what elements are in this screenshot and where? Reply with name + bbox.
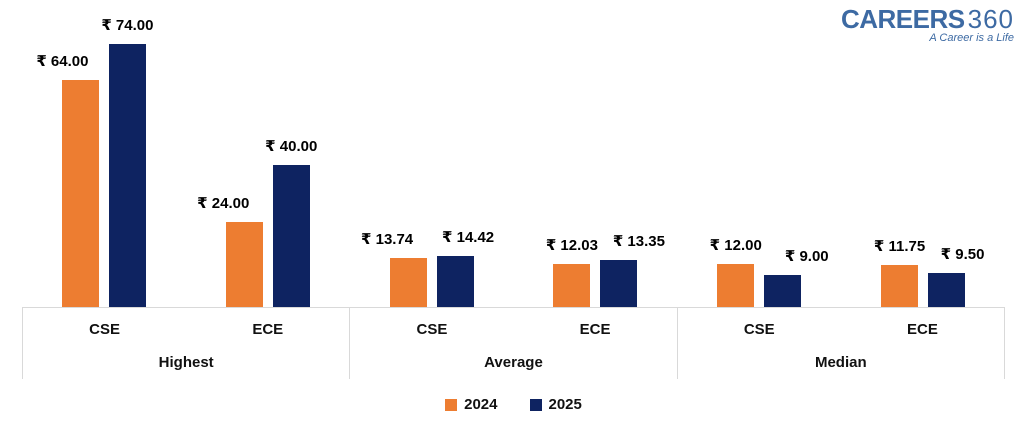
subcategory-row: CSE ECE: [678, 308, 1004, 346]
category-axis: CSE ECE Highest CSE ECE Average CSE ECE …: [22, 307, 1005, 379]
group-label-highest: Highest: [158, 354, 214, 371]
legend-item-2024: 2024: [445, 396, 498, 413]
bar-median-cse-2025: [764, 275, 802, 307]
category-label-median-cse: CSE: [743, 321, 775, 338]
bar-highest-ece-2024: [225, 221, 263, 307]
legend: 2024 2025: [22, 396, 1005, 413]
legend-swatch-2024: [445, 398, 458, 411]
legend-label-2025: 2025: [548, 396, 582, 413]
axis-group-highest: CSE ECE Highest: [22, 308, 349, 379]
value-label-average-ece-2025: ₹ 13.35: [612, 232, 665, 250]
bar-highest-cse-2024: [61, 79, 99, 307]
value-label-median-ece-2024: ₹ 11.75: [873, 238, 926, 256]
bar-average-cse-2024: [389, 258, 427, 307]
legend-swatch-2025: [529, 398, 542, 411]
legend-label-2024: 2024: [464, 396, 498, 413]
value-label-highest-ece-2025: ₹ 40.00: [265, 137, 318, 155]
logo-brand: CAREERS 360: [840, 4, 1014, 34]
value-label-highest-cse-2024: ₹ 64.00: [36, 52, 89, 70]
category-label-average-ece: ECE: [579, 321, 611, 338]
legend-item-2025: 2025: [529, 396, 582, 413]
axis-group-median: CSE ECE Median: [676, 308, 1005, 379]
category-label-average-cse: CSE: [416, 321, 448, 338]
value-label-highest-ece-2024: ₹ 24.00: [197, 194, 250, 212]
category-label-median-ece: ECE: [906, 321, 938, 338]
value-label-highest-cse-2025: ₹ 74.00: [101, 17, 154, 34]
category-label-highest-cse: CSE: [89, 321, 120, 338]
value-label-average-cse-2024: ₹ 13.74: [361, 231, 414, 249]
value-label-median-cse-2024: ₹ 12.00: [709, 237, 762, 255]
group-label-median: Median: [814, 354, 867, 371]
axis-group-average: CSE ECE Average: [349, 308, 676, 379]
category-label-highest-ece: ECE: [252, 321, 284, 338]
bar-highest-cse-2025: [108, 44, 146, 307]
bar-median-ece-2025: [928, 273, 966, 307]
bar-highest-ece-2025: [272, 164, 310, 307]
subcategory-row: CSE ECE: [350, 308, 676, 346]
bar-median-cse-2024: [717, 264, 755, 307]
value-label-median-cse-2025: ₹ 9.00: [784, 248, 829, 265]
logo-tagline: A Career is a Life: [929, 32, 1014, 45]
bar-median-ece-2024: [881, 265, 919, 307]
plot-area: ₹ 64.00 ₹ 74.00 ₹ 24.00 ₹ 40.00 ₹ 13.74 ₹ 14.…: [22, 0, 1005, 307]
group-label-average: Average: [484, 354, 543, 371]
logo-brand-light-text: 360: [967, 4, 1014, 34]
bar-average-ece-2025: [600, 259, 638, 307]
value-label-average-cse-2025: ₹ 14.42: [442, 228, 495, 246]
careers360-logo: CAREERS 360 A Career is a Life: [840, 4, 1014, 45]
logo-brand-bold-text: CAREERS: [840, 4, 965, 34]
value-label-median-ece-2025: ₹ 9.50: [940, 246, 985, 264]
value-label-average-ece-2024: ₹ 12.03: [545, 237, 598, 255]
bar-average-cse-2025: [436, 255, 474, 307]
subcategory-row: CSE ECE: [23, 308, 349, 346]
bar-average-ece-2024: [553, 264, 591, 307]
